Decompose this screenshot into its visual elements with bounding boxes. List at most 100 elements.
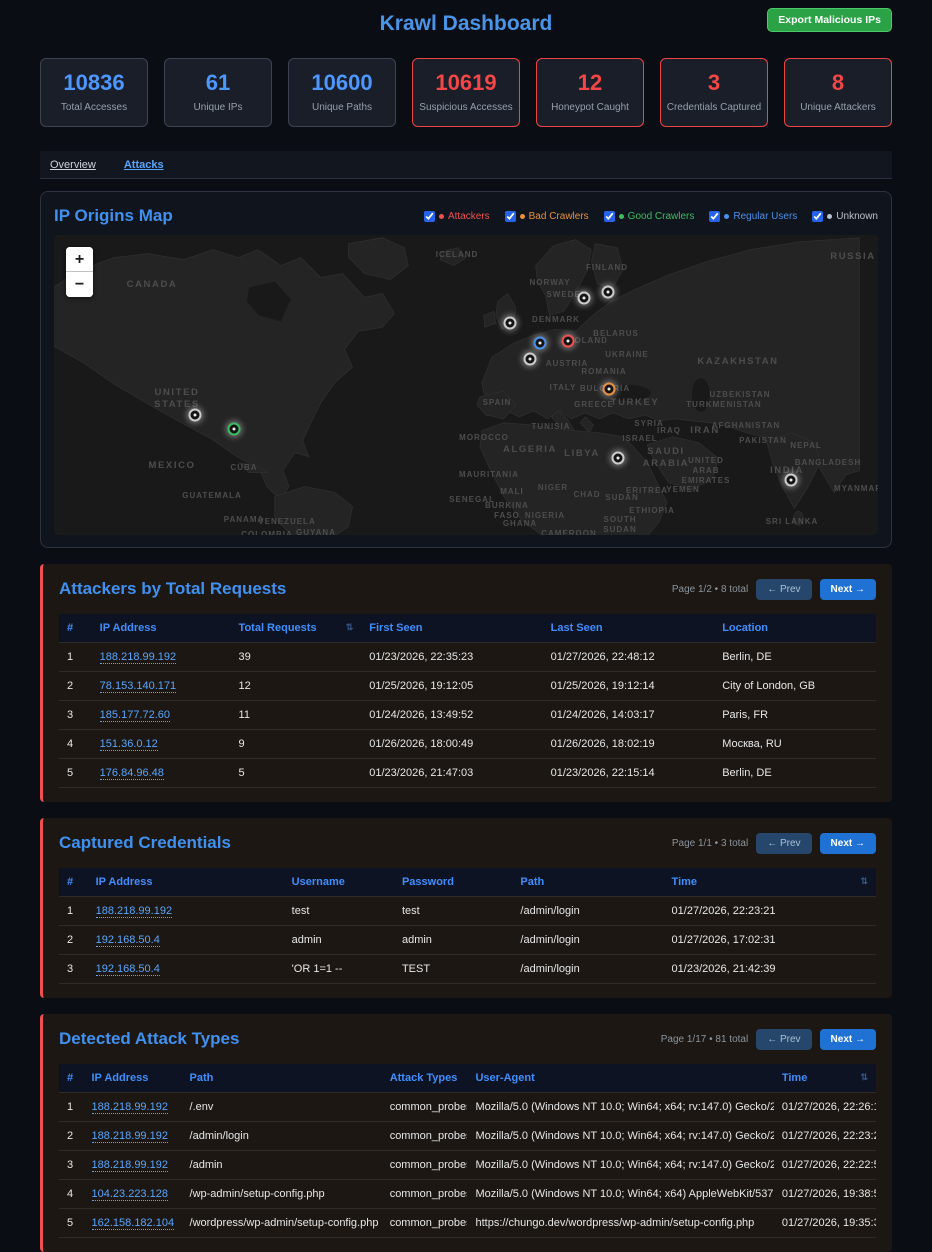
- header-row: # IP Address Total Requests ⇅ First Seen Last…: [59, 614, 876, 643]
- cell: 01/25/2026, 19:12:05: [361, 671, 543, 701]
- map-marker-attackers[interactable]: [561, 334, 575, 348]
- stat-card-unique-attackers: 8 Unique Attackers: [784, 58, 892, 127]
- export-malicious-ips-button[interactable]: Export Malicious IPs: [767, 8, 892, 32]
- legend-item-good-crawlers: Good Crawlers: [603, 210, 695, 222]
- ip-address-link[interactable]: 192.168.50.4: [95, 934, 160, 947]
- map-marker-regular-users[interactable]: [533, 336, 547, 350]
- ip-address-link[interactable]: 162.158.182.104: [91, 1217, 175, 1230]
- ip-address-link[interactable]: 192.168.50.4: [95, 963, 160, 976]
- map-marker-unknown[interactable]: [611, 451, 625, 465]
- cell: 01/27/2026, 22:26:11: [773, 1092, 876, 1122]
- cell: /wordpress/wp-admin/setup-config.php: [181, 1208, 382, 1238]
- cell: https://chungo.dev/wordpress/wp-admin/se…: [467, 1208, 774, 1238]
- map-marker-unknown[interactable]: [503, 316, 517, 330]
- cell: 01/25/2026, 19:12:14: [542, 671, 715, 701]
- stat-value: 12: [577, 70, 603, 95]
- ip-address-link[interactable]: 78.153.140.171: [99, 680, 177, 693]
- legend-label: Bad Crawlers: [528, 210, 589, 222]
- column-header-path: Path: [189, 1072, 214, 1084]
- legend-checkbox-good-crawlers[interactable]: [603, 210, 615, 222]
- cell: /admin: [181, 1150, 382, 1180]
- map-marker-unknown[interactable]: [577, 291, 591, 305]
- column-header--: #: [67, 876, 74, 888]
- cell: Mozilla/5.0 (Windows NT 10.0; Win64; x64…: [467, 1150, 774, 1180]
- sort-icon[interactable]: ⇅: [860, 1072, 868, 1082]
- cell: 5: [59, 1208, 84, 1238]
- cell: /admin/login: [512, 925, 664, 955]
- legend-checkbox-regular-users[interactable]: [709, 210, 721, 222]
- cell: 01/27/2026, 22:22:54: [773, 1150, 876, 1180]
- cell: 01/27/2026, 17:02:31: [663, 925, 876, 955]
- map-marker-good-crawlers[interactable]: [227, 422, 241, 436]
- cell: common_probes: [381, 1179, 468, 1209]
- marker-center-dot: [582, 296, 586, 300]
- column-header--: #: [67, 622, 74, 634]
- cell: 2: [59, 925, 88, 955]
- cell: Berlin, DE: [714, 758, 876, 788]
- prev-page-button[interactable]: ← Prev: [756, 1028, 812, 1050]
- prev-page-button[interactable]: ← Prev: [756, 832, 812, 854]
- column-header-first-seen: First Seen: [369, 622, 423, 634]
- tab-attacks[interactable]: Attacks: [123, 158, 164, 171]
- map-marker-unknown[interactable]: [188, 408, 202, 422]
- stat-value: 10619: [435, 70, 497, 95]
- credentials-header: Captured Credentials Page 1/1 • 3 total ← …: [59, 830, 876, 856]
- legend-dot-icon: [724, 213, 730, 219]
- next-page-button[interactable]: Next →: [819, 578, 876, 600]
- ip-address-link[interactable]: 176.84.96.48: [99, 767, 164, 780]
- ip-address-link[interactable]: 151.36.0.12: [99, 738, 158, 751]
- column-header-attack-types: Attack Types: [389, 1072, 458, 1084]
- world-map[interactable]: + − CANADA ICELAND UNITED STATES MEXICO CUBA…: [54, 235, 878, 535]
- map-marker-unknown[interactable]: [784, 473, 798, 487]
- zoom-in-button[interactable]: +: [66, 247, 93, 272]
- stat-value: 10836: [63, 70, 125, 95]
- ip-address-link[interactable]: 185.177.72.60: [99, 709, 171, 722]
- cell: common_probes: [381, 1121, 468, 1151]
- stat-value: 10600: [311, 70, 373, 95]
- map-marker-unknown[interactable]: [601, 285, 615, 299]
- table-row: 1 188.218.99.192 39 01/23/2026, 22:35:23 01/…: [59, 642, 876, 672]
- ip-address-link[interactable]: 188.218.99.192: [95, 905, 173, 918]
- map-marker-unknown[interactable]: [523, 352, 537, 366]
- legend-item-attackers: Attackers: [423, 210, 490, 222]
- ip-address-link[interactable]: 188.218.99.192: [99, 651, 177, 664]
- marker-center-dot: [607, 387, 611, 391]
- column-header-ip-address: IP Address: [95, 876, 153, 888]
- page-info: Page 1/1 • 3 total: [671, 837, 749, 849]
- legend-checkbox-attackers[interactable]: [423, 210, 435, 222]
- cell: /wp-admin/setup-config.php: [181, 1179, 382, 1209]
- legend-checkbox-unknown[interactable]: [812, 210, 824, 222]
- map-marker-bad-crawlers[interactable]: [602, 382, 616, 396]
- attackers-table-head: # IP Address Total Requests ⇅ First Seen Last…: [59, 614, 876, 643]
- cell: 5: [59, 758, 92, 788]
- ip-address-link[interactable]: 188.218.99.192: [91, 1101, 168, 1114]
- ip-address-link[interactable]: 188.218.99.192: [91, 1159, 168, 1172]
- cell: 4: [59, 1179, 84, 1209]
- next-page-button[interactable]: Next →: [819, 1028, 876, 1050]
- legend-dot-icon: [438, 213, 444, 219]
- cell: 01/27/2026, 19:38:59: [773, 1179, 876, 1209]
- marker-center-dot: [616, 456, 620, 460]
- cell: 3: [59, 954, 88, 984]
- ip-address-link[interactable]: 104.23.223.128: [91, 1188, 168, 1201]
- next-page-button[interactable]: Next →: [819, 832, 876, 854]
- sort-icon[interactable]: ⇅: [345, 622, 354, 632]
- cell: common_probes: [381, 1092, 468, 1122]
- stat-card-total-accesses: 10836 Total Accesses: [40, 58, 148, 127]
- stats-row: 10836 Total Accesses 61 Unique IPs 10600 Uniq…: [40, 58, 892, 127]
- legend-checkbox-bad-crawlers[interactable]: [504, 210, 516, 222]
- legend-dot-icon: [618, 213, 624, 219]
- prev-page-button[interactable]: ← Prev: [756, 578, 812, 600]
- cell: 01/23/2026, 21:42:39: [663, 954, 876, 984]
- sort-icon[interactable]: ⇅: [860, 876, 868, 886]
- cell: Mozilla/5.0 (Windows NT 10.0; Win64; x64…: [467, 1179, 774, 1209]
- table-row: 3 185.177.72.60 11 01/24/2026, 13:49:52 01/2…: [59, 700, 876, 730]
- zoom-out-button[interactable]: −: [66, 272, 93, 297]
- page-title: Krawl Dashboard: [379, 12, 553, 35]
- tab-overview[interactable]: Overview: [50, 158, 96, 171]
- ip-address-link[interactable]: 188.218.99.192: [91, 1130, 168, 1143]
- cell: /admin/login: [512, 896, 664, 926]
- legend-label: Good Crawlers: [627, 210, 695, 222]
- credentials-section: Captured Credentials Page 1/1 • 3 total ← …: [40, 818, 892, 998]
- stat-value: 61: [205, 70, 231, 95]
